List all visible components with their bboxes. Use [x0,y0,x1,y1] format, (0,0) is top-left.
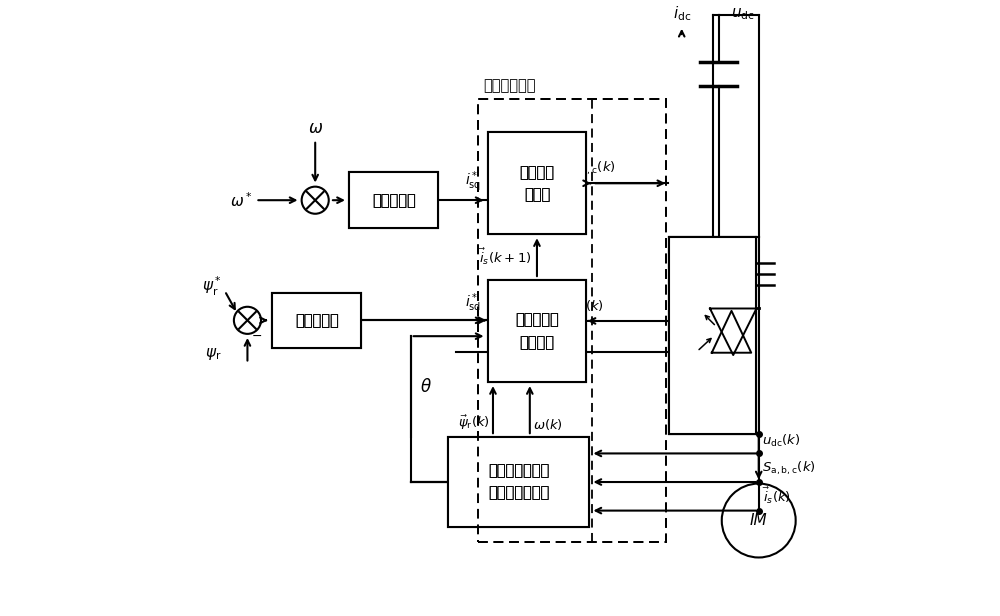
Text: $\omega^*$: $\omega^*$ [230,191,252,209]
Text: 转速调节器: 转速调节器 [372,193,416,208]
Text: $\vec{\psi}_{\rm r}(k)$: $\vec{\psi}_{\rm r}(k)$ [458,414,490,432]
Bar [669,237,756,434]
Bar [488,280,586,382]
Text: 预测电流控制: 预测电流控制 [483,79,535,94]
Bar [349,172,438,228]
Bar [478,99,666,542]
Text: $\vec{i}_s(k+1)$: $\vec{i}_s(k+1)$ [478,247,532,267]
Text: $\vec{i}_s(k)$: $\vec{i}_s(k)$ [762,485,791,506]
Text: 磁链调节器: 磁链调节器 [295,313,339,328]
Text: 发电机转子磁链
观测、转速观测: 发电机转子磁链 观测、转速观测 [488,463,549,501]
Text: 价值函数
极小化: 价值函数 极小化 [519,164,554,202]
Text: $\psi_{\rm r}^*$: $\psi_{\rm r}^*$ [202,275,222,298]
Text: $\psi_{\rm r}$: $\psi_{\rm r}$ [205,346,222,362]
Text: 发电机定子
电流预测: 发电机定子 电流预测 [515,312,559,350]
Bar [272,293,361,348]
Bar [448,437,589,527]
Text: 发电机转子磁链
观测、转速观测: 发电机转子磁链 观测、转速观测 [488,463,549,501]
Text: $S_{\rm a,b,c}(k)$: $S_{\rm a,b,c}(k)$ [762,460,816,477]
Text: 发电机定子
电流预测: 发电机定子 电流预测 [515,312,559,350]
Circle shape [234,307,261,334]
Text: $u_{\rm dc}$: $u_{\rm dc}$ [731,6,755,22]
Text: 磁链调节器: 磁链调节器 [295,313,339,328]
Text: $S_{\rm a,b,c}(k)$: $S_{\rm a,b,c}(k)$ [562,160,616,177]
Text: $-$: $-$ [251,328,262,341]
Circle shape [302,187,329,214]
Circle shape [722,484,796,557]
Text: 价值函数
极小化: 价值函数 极小化 [519,164,554,202]
Bar [488,132,586,234]
Bar [448,437,589,527]
Text: $i^*_{\rm sq}$: $i^*_{\rm sq}$ [465,169,482,194]
Bar [488,280,586,382]
Text: $\vec{i}_s(k)$: $\vec{i}_s(k)$ [575,294,604,315]
Text: 转速调节器: 转速调节器 [372,193,416,208]
Bar [669,237,756,434]
Text: $\omega(k)$: $\omega(k)$ [533,418,563,432]
Text: $u_{\rm dc}(k)$: $u_{\rm dc}(k)$ [762,432,800,448]
Bar [349,172,438,228]
Text: $i^*_{\rm sd}$: $i^*_{\rm sd}$ [465,291,482,314]
Text: $-$: $-$ [317,187,328,200]
Text: IM: IM [750,513,768,528]
Text: $i_{\rm dc}$: $i_{\rm dc}$ [673,5,691,23]
Text: $\omega$: $\omega$ [308,120,323,137]
Bar [488,132,586,234]
Bar [669,237,756,434]
Bar [478,99,666,542]
Text: $\theta$: $\theta$ [420,378,432,395]
Bar [272,293,361,348]
